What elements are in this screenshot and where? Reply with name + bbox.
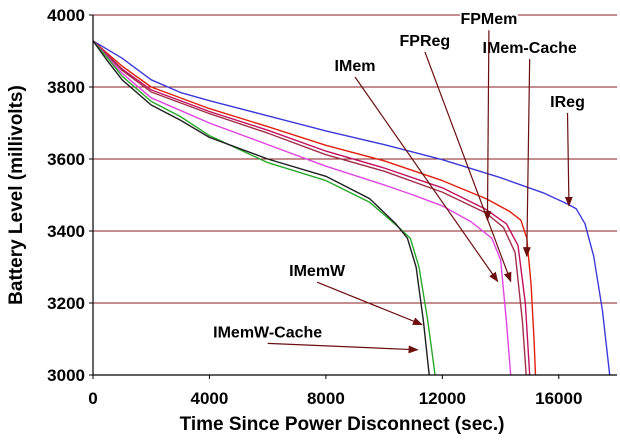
axes xyxy=(92,15,617,376)
x-tick-label-0: 0 xyxy=(88,389,97,408)
x-tick-label-8000: 8000 xyxy=(307,389,345,408)
series-line-imemw xyxy=(92,40,436,376)
series-line-imem xyxy=(92,40,512,376)
x-tick-label-4000: 4000 xyxy=(191,389,229,408)
x-tick-label-16000: 16000 xyxy=(535,389,582,408)
series-line-fpreg xyxy=(92,40,527,376)
annotation-label-imemw: IMemW xyxy=(289,263,346,280)
annotation-bg-imemw-cache xyxy=(208,321,327,342)
annotation-arrow-imemw-cache xyxy=(267,342,419,354)
annotation-bg-imem-cache xyxy=(475,37,584,57)
y-tick-label-3200: 3200 xyxy=(47,294,85,313)
annotation-label-ireg: IReg xyxy=(550,94,585,111)
series-line-ireg xyxy=(92,40,611,376)
annotation-arrow-ireg xyxy=(564,112,573,207)
series-line-imem-cache xyxy=(92,40,537,376)
annotation-label-imem: IMem xyxy=(335,58,376,75)
annotation-arrow-imemw xyxy=(316,281,423,326)
annotation-arrow-fpmem xyxy=(483,30,492,222)
annotation-bg-ireg xyxy=(543,91,592,111)
series-lines xyxy=(92,40,611,376)
annotation-label-fpreg: FPReg xyxy=(400,33,451,50)
annotations: IReg IMem-Cache FPMem FPReg IMem IMemW IMemW-C… xyxy=(208,8,592,354)
annotation-bg-fpmem xyxy=(459,8,518,29)
annotation-arrow-imem xyxy=(354,76,499,283)
annotation-label-fpmem: FPMem xyxy=(460,11,517,28)
annotation-label-imemw-cache: IMemW-Cache xyxy=(213,324,322,341)
y-tick-label-3400: 3400 xyxy=(47,222,85,241)
x-axis-title: Time Since Power Disconnect (sec.) xyxy=(180,414,505,435)
series-line-fpmem xyxy=(92,40,531,376)
y-tick-label-3800: 3800 xyxy=(47,78,85,97)
annotation-arrow-fpreg xyxy=(424,51,512,283)
y-axis-title: Battery Level (millivolts) xyxy=(6,85,27,305)
series-line-imemw-cache xyxy=(92,40,430,376)
y-tick-label-3000: 3000 xyxy=(47,366,85,385)
annotation-bg-imem xyxy=(331,55,379,75)
annotation-label-imem-cache: IMem-Cache xyxy=(483,40,577,57)
annotation-bg-fpreg xyxy=(395,29,454,50)
y-tick-label-3600: 3600 xyxy=(47,150,85,169)
annotation-arrow-imem-cache xyxy=(522,58,531,258)
annotation-bg-imemw xyxy=(288,260,347,281)
y-tick-label-4000: 4000 xyxy=(47,6,85,25)
x-tick-label-12000: 12000 xyxy=(419,389,466,408)
tick-labels: 3000 3200 3400 3600 3800 4000 0 4000 8000 12000 16… xyxy=(47,6,582,408)
